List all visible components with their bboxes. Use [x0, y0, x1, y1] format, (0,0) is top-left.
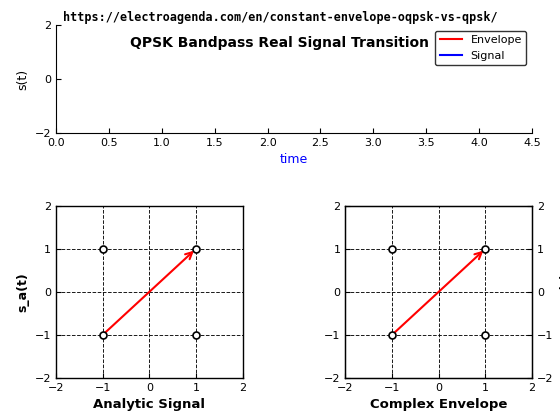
- Text: QPSK Bandpass Real Signal Transition: QPSK Bandpass Real Signal Transition: [130, 36, 430, 50]
- Y-axis label: s(t): s(t): [16, 68, 29, 89]
- X-axis label: time: time: [280, 153, 308, 166]
- Text: https://electroagenda.com/en/constant-envelope-oqpsk-vs-qpsk/: https://electroagenda.com/en/constant-en…: [63, 10, 497, 24]
- Legend: Envelope, Signal: Envelope, Signal: [435, 31, 526, 65]
- Y-axis label: s_a(t): s_a(t): [559, 272, 560, 312]
- X-axis label: Complex Envelope: Complex Envelope: [370, 399, 507, 412]
- Y-axis label: s_a(t): s_a(t): [16, 272, 29, 312]
- X-axis label: Analytic Signal: Analytic Signal: [94, 399, 206, 412]
